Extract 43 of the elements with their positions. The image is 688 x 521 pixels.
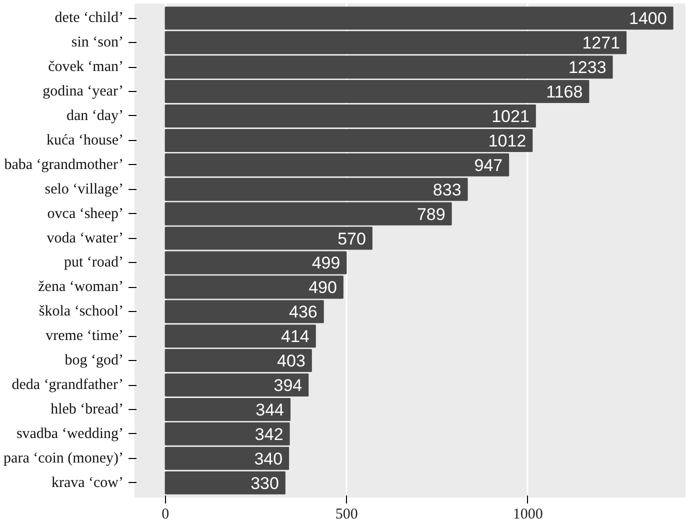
data-label: 344 (256, 400, 284, 420)
y-tick-label: dan ‘day’ (66, 108, 124, 124)
data-label: 340 (254, 449, 283, 468)
data-label: 570 (338, 229, 366, 248)
y-tick-label: bog ‘god’ (64, 352, 124, 369)
y-tick-label: ovca ‘sheep’ (47, 206, 124, 222)
data-label: 342 (254, 424, 284, 444)
y-tick-label: krava ‘cow’ (51, 474, 124, 491)
y-tick-label: deda ‘grandfather’ (12, 377, 124, 394)
y-tick-label: kuća ‘house’ (46, 132, 124, 148)
x-tick-label: 500 (335, 506, 358, 521)
data-label: 1168 (546, 82, 583, 102)
data-label: 947 (474, 156, 503, 175)
x-tick-label: 0 (162, 506, 170, 521)
data-label: 490 (308, 278, 337, 298)
data-label: 330 (250, 474, 279, 493)
y-tick-label: voda ‘water’ (46, 230, 124, 246)
y-tick-label: žena ‘woman’ (38, 279, 124, 296)
data-label: 1012 (488, 131, 526, 150)
data-label: 1233 (568, 58, 606, 78)
data-label: 499 (312, 254, 340, 273)
data-label: 833 (432, 180, 462, 200)
y-tick-label: sin ‘son’ (71, 34, 124, 51)
data-label: 1271 (582, 34, 620, 53)
x-tick-label: 1000 (512, 506, 543, 521)
y-tick-label: čovek ‘man’ (48, 59, 124, 76)
data-label: 436 (289, 302, 318, 322)
y-tick-label: put ‘road’ (64, 254, 124, 271)
data-label: 1021 (492, 106, 530, 126)
y-tick-label: škola ‘school’ (38, 304, 124, 320)
data-label: 1400 (628, 9, 667, 28)
data-label: 789 (416, 204, 446, 224)
y-tick-label: hleb ‘bread’ (50, 401, 124, 418)
data-label: 414 (281, 327, 310, 346)
data-label: 394 (274, 376, 302, 396)
y-tick-label: vreme ‘time’ (46, 328, 124, 344)
y-tick-label: selo ‘village’ (44, 181, 124, 198)
data-label: 403 (277, 352, 306, 371)
y-tick-label: baba ‘grandmother’ (4, 156, 124, 173)
y-tick-label: godina ‘year’ (42, 84, 124, 100)
y-tick-label: dete ‘child’ (54, 10, 124, 26)
y-tick-label: para ‘coin (money)’ (4, 450, 124, 466)
y-tick-label: svadba ‘wedding’ (16, 426, 124, 442)
